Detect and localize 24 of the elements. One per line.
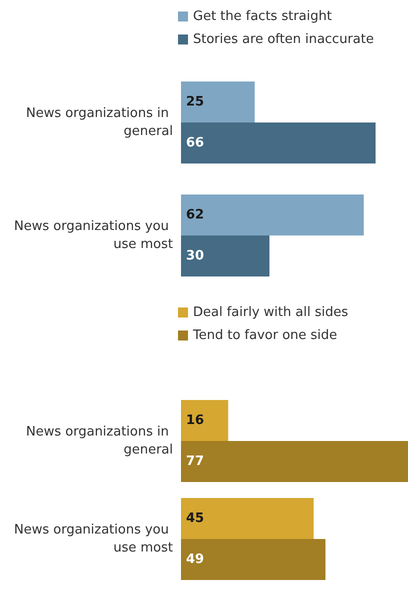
data-label: 25 <box>186 94 204 110</box>
y-tick-label: News organizations in general <box>26 424 173 458</box>
bar <box>181 400 228 441</box>
y-tick-label: News organizations you use most <box>14 219 173 252</box>
bar <box>181 441 408 482</box>
bar <box>181 194 364 236</box>
legend-label: Deal fairly with all sides <box>193 305 348 320</box>
data-label: 30 <box>186 248 204 264</box>
data-label: 77 <box>186 454 204 469</box>
data-label: 62 <box>186 208 204 222</box>
bar <box>181 498 314 539</box>
bar <box>181 82 255 122</box>
bar <box>181 539 326 580</box>
legend-label: Tend to favor one side <box>192 328 338 343</box>
legend-label: Get the facts straight <box>193 9 332 24</box>
data-label: 66 <box>186 136 204 150</box>
data-label: 16 <box>186 413 204 428</box>
data-label: 49 <box>186 552 204 567</box>
y-tick-label: News organizations in general <box>26 106 173 139</box>
legend-label: Stories are often inaccurate <box>193 32 374 47</box>
data-label: 45 <box>186 511 204 526</box>
bar <box>181 236 270 276</box>
y-tick-label: News organizations you use most <box>14 522 173 556</box>
bar <box>181 122 376 164</box>
